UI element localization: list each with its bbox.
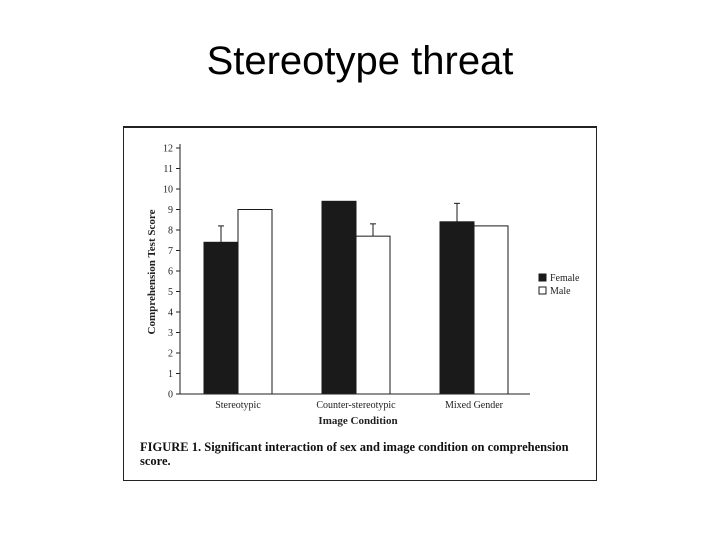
y-tick-label: 7: [168, 246, 173, 257]
y-tick-label: 5: [168, 287, 173, 298]
legend-swatch-male: [538, 286, 547, 295]
y-tick-label: 0: [168, 390, 173, 401]
x-axis-label: Image Condition: [318, 415, 397, 427]
y-axis-label: Comprehension Test Score: [146, 209, 158, 334]
bar-male-1: [355, 235, 391, 395]
bar-female-2: [439, 221, 475, 395]
x-tick-label: Counter-stereotypic: [316, 400, 396, 411]
y-tick-label: 6: [168, 267, 173, 278]
figure-caption: FIGURE 1. Significant interaction of sex…: [140, 440, 569, 468]
legend-label-female: Female: [550, 273, 580, 284]
y-tick-label: 3: [168, 328, 173, 339]
y-tick-label: 9: [168, 205, 173, 216]
legend-swatch-female: [538, 273, 547, 282]
x-axis: Stereotypic Counter-stereotypic Mixed Gend…: [180, 393, 530, 411]
y-tick-label: 8: [168, 226, 173, 237]
bar-female-0: [203, 241, 239, 395]
y-tick-label: 10: [163, 185, 173, 196]
bar-male-0: [237, 209, 273, 395]
y-tick-label: 1: [168, 369, 173, 380]
legend-label-male: Male: [550, 286, 571, 297]
bars: [203, 200, 509, 395]
legend: Female Male: [538, 273, 580, 297]
y-tick-label: 12: [163, 144, 173, 155]
y-tick-label: 4: [168, 308, 173, 319]
bar-male-2: [473, 225, 509, 395]
y-tick-label: 2: [168, 349, 173, 360]
x-tick-label: Mixed Gender: [445, 400, 504, 411]
bar-female-1: [321, 200, 357, 395]
slide-title: Stereotype threat: [206, 39, 514, 83]
y-tick-label: 11: [163, 164, 173, 175]
x-tick-label: Stereotypic: [215, 400, 261, 411]
